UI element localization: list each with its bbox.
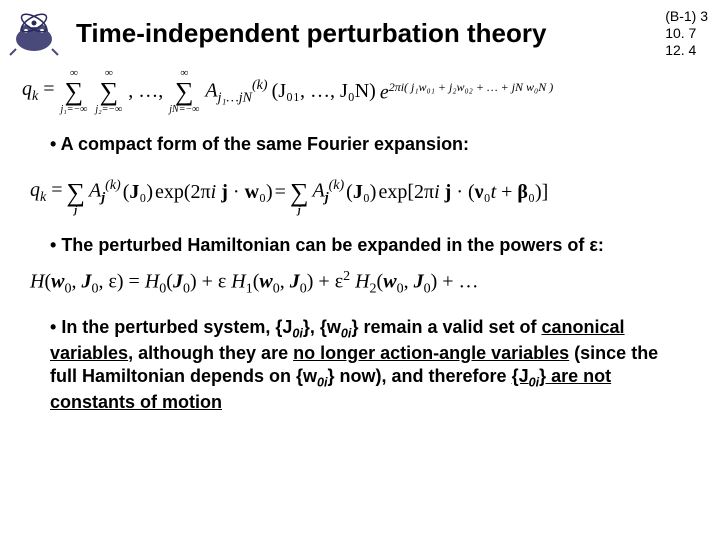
equation-fourier-full: qk = ∞∑j₁=−∞ ∞∑j₂=−∞ , …, ∞∑jN=−∞ Aj₁…jN… <box>0 62 720 121</box>
bullet-canonical-vars: • In the perturbed system, {J0i}, {w0i} … <box>0 304 720 421</box>
frog-atom-logo <box>4 9 64 57</box>
equation-fourier-compact: qk = ∑j Aj(k) (J₀) exp(2πi j · w₀) = ∑j … <box>0 163 720 222</box>
equation-hamiltonian: H(w0, J0, ε) = H0(J0) + ε H1(w0, J0) + ε… <box>0 263 720 304</box>
reference-numbers: (B-1) 3 10. 7 12. 4 <box>665 8 708 58</box>
slide-title: Time-independent perturbation theory <box>76 18 665 49</box>
bullet-compact-form: • A compact form of the same Fourier exp… <box>0 121 720 162</box>
ref-line: (B-1) 3 <box>665 8 708 25</box>
bullet-hamiltonian-expand: • The perturbed Hamiltonian can be expan… <box>0 222 720 263</box>
ref-line: 10. 7 <box>665 25 708 42</box>
ref-line: 12. 4 <box>665 42 708 59</box>
slide-header: Time-independent perturbation theory (B-… <box>0 0 720 62</box>
